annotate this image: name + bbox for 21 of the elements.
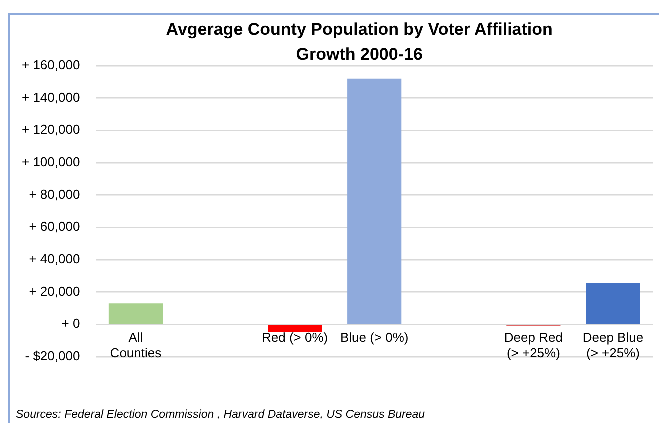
- y-tick-label: + 60,000: [29, 219, 80, 234]
- source-note: Sources: Federal Election Commission , Harvard Dataverse, US Census Bureau: [16, 409, 426, 421]
- y-tick-label: + 100,000: [22, 154, 80, 170]
- y-tick-label: - $20,000: [25, 348, 80, 364]
- chart-title: Avgerage County Population by Voter Affiliation Growth 2000-16: [166, 20, 553, 64]
- bar: [268, 325, 322, 332]
- y-tick-label: + 160,000: [22, 58, 80, 73]
- y-tick-label: + 80,000: [29, 186, 80, 202]
- x-tick-label: Deep Blue (> +25%): [582, 330, 644, 361]
- y-tick-label: + 40,000: [29, 252, 80, 267]
- x-tick-label: Blue (> 0%): [340, 330, 409, 346]
- y-tick-label: + 140,000: [22, 90, 80, 105]
- bar: [586, 283, 640, 324]
- bar: [108, 304, 164, 324]
- y-tick-label: + 0: [62, 316, 80, 332]
- x-tick-label: All Counties: [110, 330, 162, 361]
- x-tick-label: Red (> 0%): [262, 330, 328, 346]
- y-tick-label: + 120,000: [22, 122, 80, 138]
- bar: [348, 78, 402, 324]
- y-tick-label: + 20,000: [29, 284, 80, 299]
- x-tick-label: Deep Red (> +25%): [504, 330, 563, 361]
